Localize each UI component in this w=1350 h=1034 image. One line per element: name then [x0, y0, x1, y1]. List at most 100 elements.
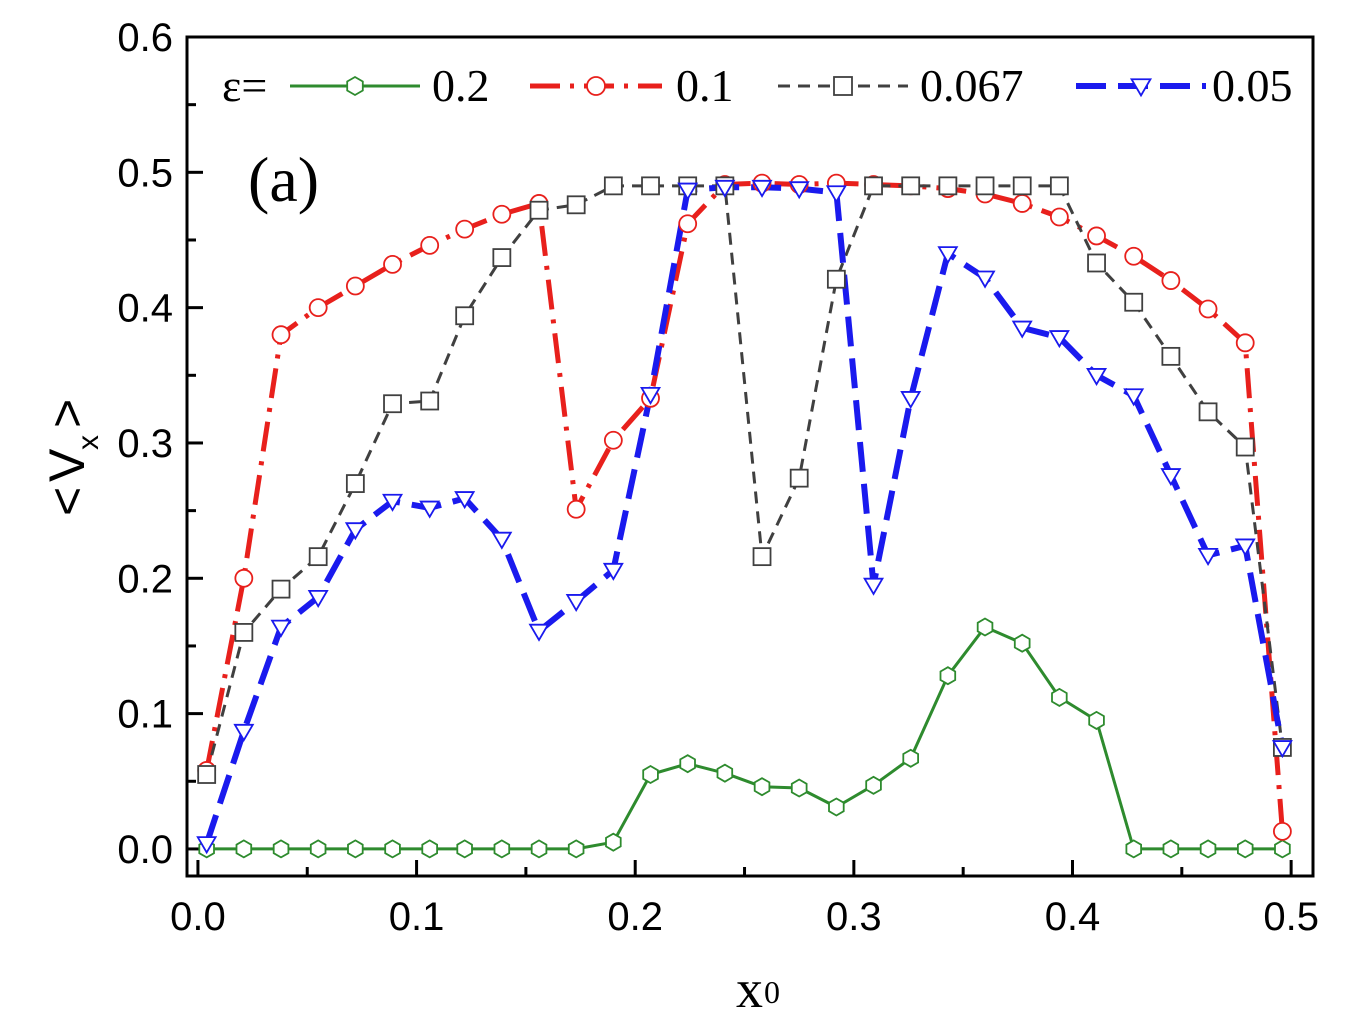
data-point [1234, 538, 1256, 557]
series-line-0_05 [203, 184, 1286, 845]
data-point [825, 185, 847, 204]
y-axis-label-main: V [39, 448, 95, 482]
data-point [272, 839, 290, 859]
data-point [455, 306, 475, 326]
data-point [345, 474, 365, 493]
tick-labels: 0.0 0.1 0.2 0.3 0.4 0.5 0.0 0.1 0.2 0.3 0.4 0.5 0.6 [117, 16, 1319, 939]
data-point [565, 594, 587, 613]
data-point [603, 176, 623, 196]
data-point [493, 839, 511, 859]
data-point [1087, 253, 1106, 273]
data-point [788, 181, 810, 200]
data-point [1087, 226, 1106, 246]
data-point [1048, 330, 1070, 349]
data-point [1123, 388, 1145, 407]
data-point [235, 839, 253, 859]
data-point [419, 500, 441, 519]
y-tick-label: 0.6 [117, 16, 173, 60]
data-point [976, 617, 994, 637]
x-axis-label: x [736, 959, 763, 1019]
y-tick-label: 0.1 [117, 693, 173, 737]
panel-label: (a) [248, 144, 319, 215]
data-point [196, 836, 218, 855]
data-point [677, 182, 699, 201]
data-point [1011, 320, 1033, 339]
plot-frame [185, 35, 1315, 878]
legend-marker [346, 75, 364, 97]
x-tick-label: 0.2 [607, 895, 663, 939]
data-point [344, 522, 366, 541]
legend-label: 0.1 [676, 60, 734, 111]
y-axis-label-open: < [39, 487, 95, 516]
data-point [454, 491, 476, 510]
data-point [455, 219, 475, 239]
legend-label: 0.05 [1212, 60, 1293, 111]
data-point [567, 839, 585, 859]
y-tick-label: 0.3 [117, 422, 173, 466]
data-point [790, 778, 808, 798]
data-point [642, 764, 659, 785]
data-point [752, 547, 772, 567]
data-point [1013, 633, 1031, 653]
data-point [1161, 346, 1181, 366]
data-point [605, 832, 622, 852]
data-point [1197, 548, 1219, 566]
legend-label: 0.2 [432, 60, 490, 111]
data-point [1012, 194, 1032, 213]
y-tick-label: 0.2 [117, 557, 173, 601]
data-point [1272, 821, 1292, 841]
legend-marker [1129, 78, 1153, 98]
data-point [901, 176, 921, 196]
data-point [566, 499, 586, 519]
data-point [679, 754, 696, 774]
legend-marker [833, 76, 853, 96]
x-axis-label-subscript: 0 [764, 974, 780, 1010]
y-tick-label: 0.5 [117, 151, 173, 195]
data-point [309, 839, 327, 859]
data-point [937, 246, 959, 265]
data-point [1235, 437, 1255, 457]
data-point [603, 430, 623, 450]
data-point [307, 589, 329, 608]
data-point [1086, 368, 1108, 387]
data-point [938, 176, 958, 196]
data-point [1161, 271, 1181, 290]
data-point [383, 254, 402, 274]
data-point [974, 270, 996, 289]
data-point [1237, 839, 1254, 859]
y-axis-label-close: > [39, 399, 95, 428]
y-tick-label: 0.0 [117, 828, 173, 872]
data-point [714, 179, 736, 198]
data-point [420, 391, 440, 411]
data-point [1125, 839, 1142, 859]
data-point [602, 562, 624, 581]
data-point [271, 579, 291, 599]
data-point [271, 325, 291, 345]
data-point [1198, 402, 1218, 422]
data-point [1124, 292, 1144, 312]
data-point [1162, 839, 1180, 859]
x-tick-label: 0.1 [389, 895, 445, 939]
data-point [902, 748, 919, 768]
y-axis-label: < V x > [39, 399, 105, 516]
data-point [789, 468, 809, 488]
data-point [864, 176, 883, 196]
data-point [865, 775, 882, 795]
data-point [197, 765, 217, 784]
data-point [678, 214, 698, 234]
data-point [421, 839, 439, 859]
data-point [1049, 176, 1069, 196]
x-tick-label: 0.3 [826, 895, 882, 939]
data-point [382, 493, 404, 512]
data-point [384, 839, 401, 859]
data-point [347, 839, 364, 859]
data-point [641, 176, 660, 196]
legend-marker [586, 76, 606, 96]
data-point [751, 179, 773, 198]
series-markers [196, 173, 1293, 859]
data-point [308, 298, 328, 318]
data-point [1012, 176, 1032, 196]
data-point [528, 623, 550, 642]
data-point [1198, 299, 1218, 319]
